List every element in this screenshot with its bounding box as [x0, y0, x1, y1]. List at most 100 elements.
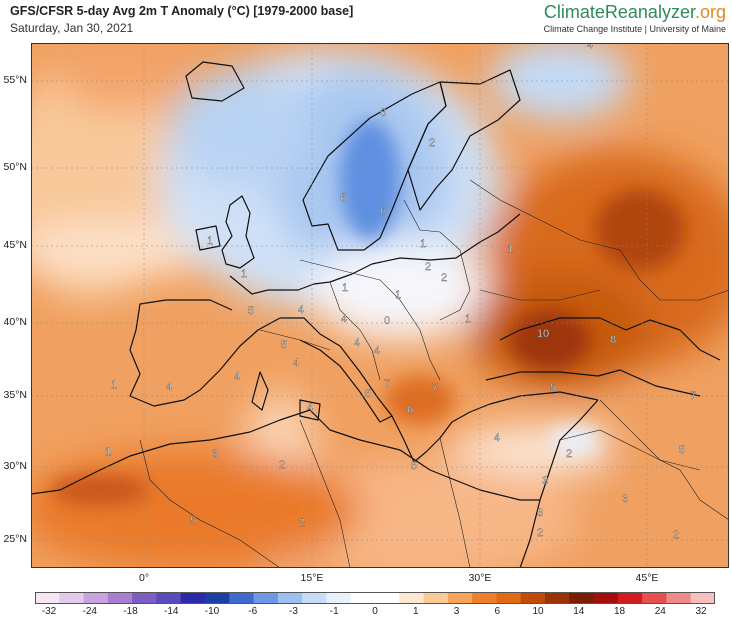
colorbar-segment	[520, 592, 546, 604]
contour-value-label: 2	[429, 137, 435, 149]
contour-value-label: 8	[610, 334, 616, 346]
colorbar-segment	[180, 592, 206, 604]
colorbar-segment	[423, 592, 449, 604]
colorbar-tick-label: -10	[204, 606, 220, 617]
coastlines	[31, 61, 721, 568]
contour-value-label: 2	[566, 448, 572, 460]
contour-value-label: 5	[365, 388, 371, 400]
colorbar-tick-label: 1	[412, 606, 419, 617]
colorbar-tick-label: -24	[82, 606, 97, 617]
borders	[139, 179, 729, 568]
contour-value-label: 7	[384, 378, 390, 390]
contour-value-label: 3	[212, 448, 218, 460]
contour-value-label: 5	[190, 515, 196, 527]
anomaly-field	[31, 43, 729, 568]
contour-value-label: 6	[407, 404, 413, 416]
lon-label: 15°E	[300, 572, 324, 584]
colorbar-segment	[569, 592, 595, 604]
colorbar-tick-label: 18	[613, 606, 626, 617]
colorbar-segment	[642, 592, 667, 604]
colorbar-segment	[666, 592, 692, 604]
colorbar-segment	[399, 592, 425, 604]
lon-label: 0°	[138, 572, 150, 584]
colorbar-segment	[205, 592, 230, 604]
contour-value-label: 4	[587, 43, 593, 51]
colorbar-segment	[229, 592, 255, 604]
contour-value-label: 5	[550, 382, 556, 394]
colorbar-tick-label: 0	[372, 606, 378, 617]
contour-value-label: 3	[622, 493, 628, 505]
contour-value-label: 1	[207, 235, 213, 247]
institution-credit: Climate Change Institute | University of…	[543, 24, 726, 34]
colorbar-tick-label: 24	[654, 606, 666, 617]
colorbar-tick-label: 32	[695, 606, 707, 617]
contour-value-label: 5	[679, 444, 685, 456]
contour-value-label: 6	[380, 107, 386, 119]
colorbar-segment	[35, 592, 60, 604]
contour-value-label: 4	[341, 313, 347, 325]
colorbar-tick-label: 6	[494, 606, 501, 617]
lon-label: 30°E	[468, 572, 492, 584]
colorbar-segment	[107, 592, 133, 604]
contour-value-label: 3	[537, 507, 543, 519]
colorbar-segment	[375, 592, 400, 604]
lat-label: 35°N	[3, 389, 27, 401]
brand-tld: .org	[694, 2, 726, 22]
colorbar-outline	[35, 592, 715, 604]
contour-value-label: 7	[690, 390, 696, 402]
contour-value-label: 2	[299, 517, 305, 529]
colorbar-tick-label: -14	[164, 606, 179, 617]
colorbar-segment	[545, 592, 570, 604]
colorbar-segment	[690, 592, 715, 604]
colorbar-segment	[302, 592, 327, 604]
colorbar-segment	[132, 592, 157, 604]
colorbar-tick-label: 3	[453, 606, 460, 617]
lon-label: 45°E	[635, 572, 659, 584]
contour-value-label: 2	[279, 459, 285, 471]
contour-value-label: 6	[380, 205, 386, 217]
map-date: Saturday, Jan 30, 2021	[10, 21, 134, 35]
colorbar-segment	[350, 592, 376, 604]
contour-value-label: 1	[395, 289, 401, 301]
contour-value-label: 1	[465, 313, 471, 325]
contour-value-label: 5	[411, 460, 417, 472]
colorbar-segment	[83, 592, 109, 604]
graticule	[31, 43, 729, 568]
colorbar-segment	[617, 592, 643, 604]
contour-value-label: 4	[374, 345, 380, 357]
contour-value-label: 2	[537, 527, 543, 539]
colorbar-segment	[253, 592, 279, 604]
lat-label: 45°N	[3, 239, 27, 251]
contour-value-label: 1	[342, 282, 348, 294]
contour-value-label: 1	[507, 243, 513, 255]
colorbar-tick-label: -32	[41, 606, 57, 617]
colorbar-segment	[593, 592, 619, 604]
contour-value-label: 4	[298, 304, 304, 316]
lat-label: 40°N	[3, 316, 27, 328]
contour-value-label: 1	[105, 446, 111, 458]
lat-label: 50°N	[3, 161, 27, 173]
contour-value-label: 5	[248, 305, 254, 317]
contour-value-label: 10	[537, 328, 549, 340]
contour-value-label: 4	[166, 381, 172, 393]
contour-value-label: 4	[494, 432, 500, 444]
colorbar-segment	[447, 592, 473, 604]
lat-label: 30°N	[3, 460, 27, 472]
contour-value-label: 4	[354, 337, 360, 349]
contour-value-label: 1	[111, 379, 117, 391]
contour-value-label: 1	[420, 238, 426, 250]
colorbar-segment	[472, 592, 497, 604]
contour-value-label: 4	[307, 402, 313, 414]
lat-label: 25°N	[3, 533, 27, 545]
colorbar-tick-label: -3	[289, 606, 298, 617]
contour-value-label: 6	[340, 192, 346, 204]
colorbar	[35, 592, 715, 604]
colorbar-segment	[59, 592, 85, 604]
colorbar-segment	[496, 592, 522, 604]
brand-logo[interactable]: ClimateReanalyzer.org	[544, 2, 726, 23]
map-title: GFS/CFSR 5-day Avg 2m T Anomaly (°C) [19…	[10, 4, 354, 18]
contour-value-label: 2	[673, 529, 679, 541]
contour-value-label: 7	[432, 382, 438, 394]
